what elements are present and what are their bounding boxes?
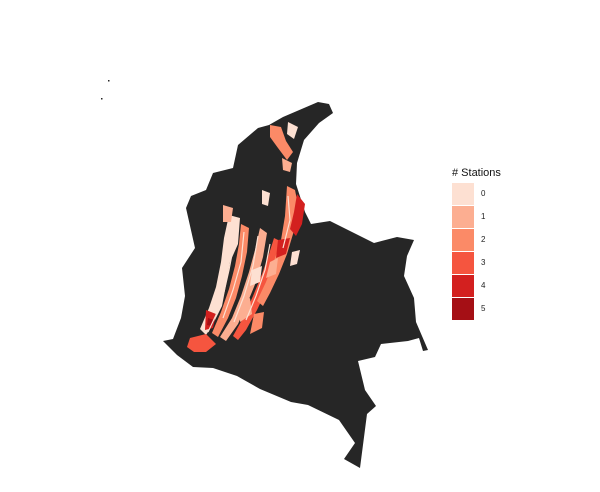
legend-title: # Stations: [452, 167, 501, 179]
legend-label: 4: [481, 281, 486, 290]
legend-swatch: [452, 228, 474, 251]
region-meta-foothills: [290, 250, 300, 266]
region-cesar: [282, 158, 292, 172]
andean-regions: [187, 122, 305, 352]
legend-item: 0: [452, 182, 501, 205]
legend-label: 5: [481, 304, 486, 313]
legend-item: 1: [452, 205, 501, 228]
island: [108, 80, 110, 82]
country-shape: [163, 102, 428, 468]
unclassified-areas: [207, 195, 291, 333]
region-cauca-valley: [212, 224, 249, 337]
region-narino-south: [187, 334, 216, 352]
legend-label: 2: [481, 235, 486, 244]
legend-swatch: [452, 182, 474, 205]
legend-item: 3: [452, 251, 501, 274]
legend-swatch: [452, 205, 474, 228]
region-eastern-cordillera: [257, 186, 299, 306]
legend: # Stations 0 1 2 3 4 5: [452, 167, 501, 320]
region-la-guajira: [287, 122, 298, 139]
region-cordillera-occidental: [200, 215, 240, 335]
legend-label: 0: [481, 189, 486, 198]
region-santander: [290, 194, 305, 236]
legend-swatch: [452, 297, 474, 320]
region-antioquia-north: [223, 205, 233, 222]
legend-swatch: [452, 251, 474, 274]
region-caldas: [250, 266, 262, 286]
legend-item: 2: [452, 228, 501, 251]
legend-label: 3: [481, 258, 486, 267]
legend-item: 4: [452, 274, 501, 297]
region-huila: [250, 312, 264, 334]
region-bolivar: [262, 190, 270, 206]
legend-item: 5: [452, 297, 501, 320]
region-cundinamarca: [266, 258, 278, 278]
island: [101, 98, 103, 100]
region-sierra-nevada: [270, 125, 293, 160]
region-central-cordillera: [220, 228, 267, 341]
region-tolima: [240, 298, 252, 322]
legend-label: 1: [481, 212, 486, 221]
legend-swatch: [452, 274, 474, 297]
